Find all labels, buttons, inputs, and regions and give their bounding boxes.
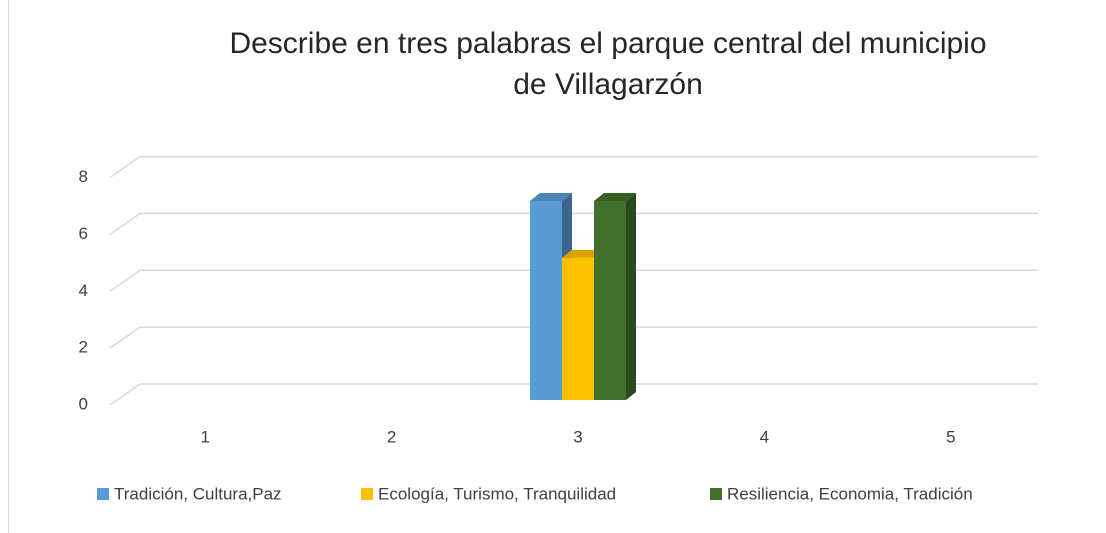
bar-top (562, 249, 604, 258)
bar-front (530, 201, 562, 400)
legend-swatch (97, 488, 109, 500)
x-tick-label: 2 (387, 427, 396, 446)
x-tick-label: 4 (760, 427, 769, 446)
y-tick-label: 8 (79, 167, 88, 186)
bar (594, 193, 636, 400)
x-tick-label: 5 (946, 427, 955, 446)
chart-title: de Villagarzón (513, 68, 703, 101)
bar-top (594, 193, 636, 201)
y-tick-label: 4 (79, 281, 88, 300)
grid-line (109, 383, 1038, 406)
bar-front (562, 257, 594, 400)
x-tick-label: 3 (573, 427, 582, 446)
y-tick-label: 6 (79, 224, 88, 243)
legend-swatch (710, 488, 722, 500)
grid-line (109, 212, 1038, 236)
y-tick-label: 2 (79, 338, 88, 357)
chart-title: Describe en tres palabras el parque cent… (229, 27, 986, 60)
bar-top (530, 193, 572, 201)
chart-frame (8, 0, 9, 533)
legend-label: Tradición, Cultura,Paz (114, 484, 282, 503)
legend-swatch (361, 488, 373, 500)
grid-line (109, 155, 1038, 179)
grid-line (109, 326, 1038, 349)
y-tick-label: 0 (79, 394, 88, 413)
bar-side (626, 193, 636, 400)
legend-label: Resiliencia, Economia, Tradición (727, 484, 973, 503)
grid-line (109, 269, 1038, 292)
bar-front (594, 201, 626, 400)
x-tick-label: 1 (200, 427, 209, 446)
legend-label: Ecología, Turismo, Tranquilidad (378, 484, 616, 503)
